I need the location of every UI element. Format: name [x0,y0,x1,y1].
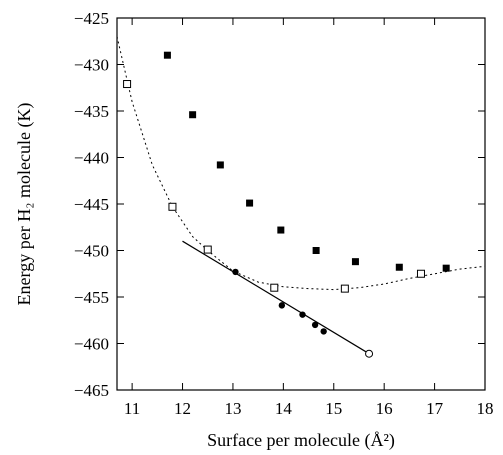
filled-circle-point [299,311,306,318]
y-tick-label: −435 [74,102,109,121]
y-tick-label: −425 [74,9,109,28]
filled-square-point [442,264,450,272]
y-tick-label: −455 [74,288,109,307]
solid-fit-line [182,240,370,355]
filled-square-point [351,258,359,266]
filled-square-point [246,199,254,207]
filled-square-point [216,161,224,169]
y-axis-title: Energy per H₂ molecule (K) [14,103,35,306]
open-circle-point [365,349,374,358]
filled-square-point [395,263,403,271]
filled-square-point [189,111,197,119]
x-tick-label: 17 [426,399,444,418]
open-square-point [340,284,349,293]
filled-square-point [277,226,285,234]
y-tick-label: −440 [74,149,109,168]
x-tick-label: 11 [124,399,140,418]
y-tick-label: −460 [74,335,109,354]
y-tick-label: −430 [74,56,109,75]
x-tick-label: 14 [275,399,293,418]
open-square-point [270,283,279,292]
axis-ticks: 11 12 13 14 15 16 17 18 −465 −460 −455 −450 −445 −440… [74,9,494,418]
plot-data [117,36,485,358]
x-tick-label: 15 [325,399,342,418]
filled-circle-point [311,321,319,329]
open-square-point [203,245,212,254]
filled-circle-point [232,268,239,276]
filled-square-point [312,247,320,254]
open-square-point [416,269,425,278]
x-tick-label: 18 [477,399,494,418]
y-tick-label: −465 [74,381,109,400]
x-tick-label: 12 [174,399,191,418]
y-tick-label: −450 [74,242,109,261]
open-square-point [123,80,132,89]
x-axis-title: Surface per molecule (Å²) [207,430,395,451]
filled-circle-point [320,328,327,335]
x-tick-label: 13 [224,399,241,418]
y-tick-label: −445 [74,195,109,214]
dotted-fit-curve [117,36,485,291]
filled-circle-point [278,302,286,309]
x-tick-label: 16 [376,399,393,418]
open-square-point [168,202,177,211]
filled-square-point [163,51,171,59]
